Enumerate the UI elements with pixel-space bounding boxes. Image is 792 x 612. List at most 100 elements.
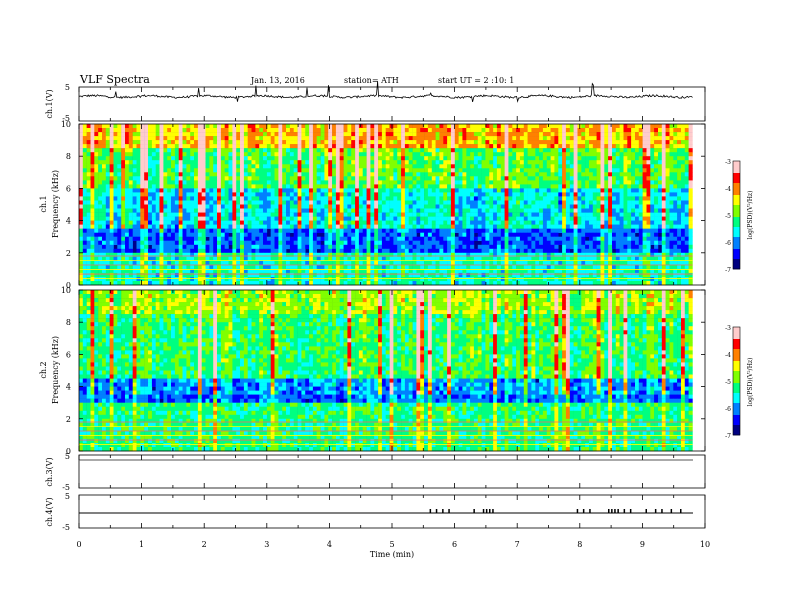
spectrogram-cell [109, 228, 114, 233]
spectrogram-cell [608, 168, 613, 173]
spectrogram-cell [519, 144, 524, 149]
spectrogram-cell [677, 140, 682, 145]
spectrogram-cell [232, 228, 237, 233]
spectrogram-cell [266, 240, 271, 245]
spectrogram-cell [454, 172, 459, 177]
spectrogram-cell [554, 172, 559, 177]
spectrogram-cell [240, 240, 245, 245]
spectrogram-cell [178, 160, 183, 165]
spectrogram-cell [355, 156, 360, 161]
spectrogram-cell [385, 204, 390, 209]
spectrogram-cell [684, 132, 689, 137]
spectrogram-cell [447, 240, 452, 245]
spectrogram-cell [213, 208, 218, 213]
spectrogram-cell [243, 172, 248, 177]
spectrogram-cell [523, 152, 528, 157]
spectrogram-cell [466, 224, 471, 229]
spectrogram-cell [105, 188, 110, 193]
spectrogram-cell [581, 212, 586, 217]
spectrogram-cell [309, 188, 314, 193]
spectrogram-cell [194, 248, 199, 254]
spectrogram-cell [658, 228, 663, 233]
spectrogram-cell [416, 168, 421, 173]
spectrogram-cell [94, 176, 99, 181]
spectrogram-cell [635, 236, 640, 241]
spectrogram-cell [519, 220, 524, 225]
spectrogram-cell [523, 200, 528, 205]
spectrogram-cell [681, 232, 686, 237]
spectrogram-cell [401, 144, 406, 149]
spectrogram-cell [293, 200, 298, 205]
spectrogram-cell [669, 208, 674, 213]
spectrogram-cell [516, 224, 521, 229]
spectrogram-cell [615, 176, 620, 181]
spectrogram-cell [592, 136, 597, 141]
spectrogram-cell [148, 236, 153, 241]
spectrogram-cell [550, 156, 555, 161]
spectrogram-cell [194, 192, 199, 197]
spectrogram-cell [485, 140, 490, 145]
spectrogram-cell [332, 180, 337, 185]
spectrogram-cell [136, 172, 141, 177]
spectrogram-cell [251, 144, 256, 149]
spectrogram-cell [654, 204, 659, 209]
spectrogram-cell [661, 192, 666, 197]
spectrogram-cell [688, 164, 693, 169]
spectrogram-cell [631, 228, 636, 233]
spectrogram-cell [592, 124, 597, 129]
spectrogram-cell [316, 224, 321, 229]
spectrogram-cell [213, 248, 218, 254]
spectrogram-cell [550, 172, 555, 177]
spectrogram-cell [589, 224, 594, 229]
spectrogram-cell [86, 188, 91, 193]
spectrogram-cell [247, 148, 252, 153]
spectrogram-cell [289, 172, 294, 177]
spectrogram-cell [362, 196, 367, 201]
spectrogram-cell [240, 212, 245, 217]
spectrogram-cell [638, 244, 643, 250]
spectrogram-cell [324, 132, 329, 137]
spectrogram-cell [378, 168, 383, 173]
spectrogram-cell [569, 220, 574, 225]
spectrogram-cell [596, 128, 601, 133]
spectrogram-cell [109, 240, 114, 245]
spectrogram-cell [282, 168, 287, 173]
spectrogram-cell [600, 176, 605, 181]
spectrogram-cell [136, 224, 141, 229]
spectrogram-cell [427, 196, 432, 201]
spectrogram-cell [270, 244, 275, 250]
spectrogram-cell [232, 172, 237, 177]
spectrogram-cell [190, 176, 195, 181]
spectrogram-cell [167, 160, 172, 165]
spectrogram-cell [255, 236, 260, 241]
spectrogram-cell [558, 168, 563, 173]
spectrogram-cell [669, 156, 674, 161]
spectrogram-cell [470, 124, 475, 129]
spectrogram-cell [217, 160, 222, 165]
spectrogram-cell [420, 124, 425, 129]
spectrogram-cell [263, 240, 268, 245]
spectrogram-cell [113, 160, 118, 165]
spectrogram-cell [681, 188, 686, 193]
spectrogram-cell [473, 140, 478, 145]
spectrogram-cell [516, 240, 521, 245]
spectrogram-cell [508, 144, 513, 149]
spectrogram-cell [128, 160, 133, 165]
spectrogram-cell [489, 220, 494, 225]
spectrogram-cell [681, 132, 686, 137]
spectrogram-cell [493, 148, 498, 153]
spectrogram-cell [558, 148, 563, 153]
spectrogram-cell [94, 136, 99, 141]
spectrogram-cell [90, 236, 95, 241]
spectrogram-cell [251, 180, 256, 185]
spectrogram-cell [443, 192, 448, 197]
spectrogram-cell [236, 144, 241, 149]
spectrogram-cell [631, 200, 636, 205]
spectrogram-cell [266, 220, 271, 225]
spectrogram-cell [485, 132, 490, 137]
spectrogram-cell [458, 232, 463, 237]
spectrogram-cell [247, 248, 252, 254]
spectrogram-cell [316, 144, 321, 149]
spectrogram-cell [105, 172, 110, 177]
spectrogram-cell [669, 244, 674, 250]
